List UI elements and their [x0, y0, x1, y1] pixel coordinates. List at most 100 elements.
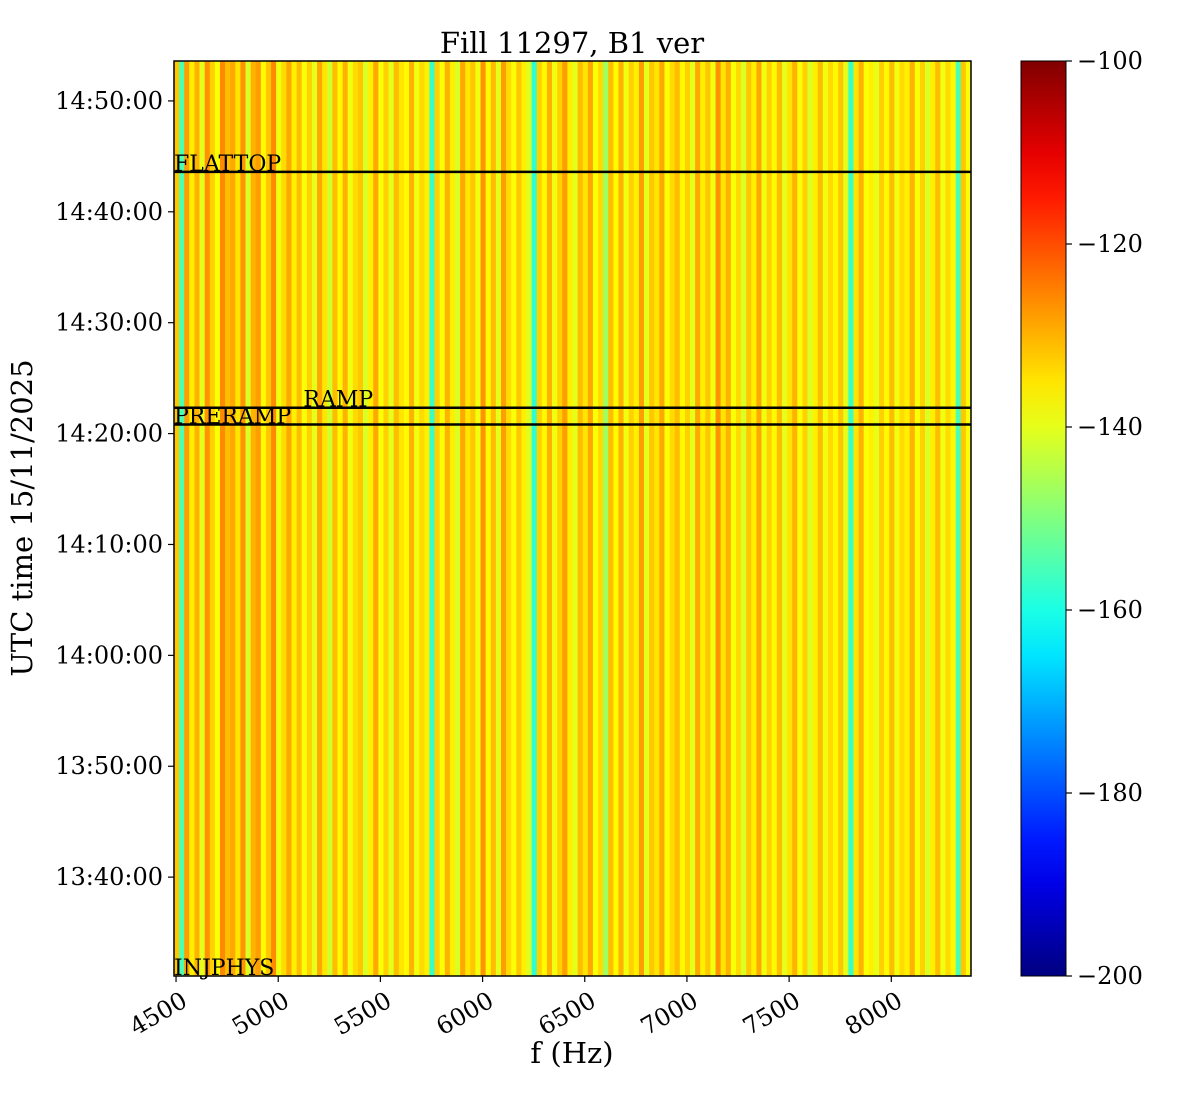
- spectrum-column: [536, 61, 543, 976]
- spectrum-column: [664, 61, 670, 976]
- x-tick-label: 7500: [738, 986, 805, 1041]
- spectrum-column: [807, 61, 813, 976]
- spectrum-column: [725, 61, 732, 976]
- y-tick-label: 14:00:00: [55, 641, 163, 669]
- y-tick-label: 13:40:00: [55, 863, 163, 891]
- spectrum-column: [189, 61, 195, 976]
- spectrum-column: [454, 61, 461, 976]
- spectrum-column: [899, 61, 905, 976]
- spectrum-column: [659, 61, 665, 976]
- spectrum-column: [904, 61, 910, 976]
- spectrum-column: [311, 61, 318, 976]
- spectrum-column: [516, 61, 522, 976]
- spectrum-column: [403, 61, 410, 976]
- spectrum-column: [276, 61, 282, 976]
- spectrum-column: [879, 61, 885, 976]
- spectrum-column: [695, 61, 701, 976]
- spectrum-column: [587, 61, 594, 976]
- spectrum-column: [347, 61, 354, 976]
- heatmap-area: [174, 61, 972, 976]
- spectrum-column: [674, 61, 681, 976]
- spectrum-column: [521, 61, 527, 976]
- spectrum-column: [638, 61, 645, 976]
- spectrum-column: [174, 61, 180, 976]
- spectrum-column: [434, 61, 440, 976]
- spectrum-column: [930, 61, 936, 976]
- spectrum-column: [848, 61, 854, 976]
- spectrum-column: [460, 61, 466, 976]
- spectrum-column: [843, 61, 849, 976]
- chart-title: Fill 11297, B1 ver: [440, 26, 704, 60]
- spectrum-column: [863, 61, 870, 976]
- spectrum-column: [271, 61, 277, 976]
- spectrum-column: [352, 61, 359, 976]
- spectrum-column: [858, 61, 865, 976]
- spectrum-column: [204, 61, 211, 976]
- spectrum-column: [419, 61, 425, 976]
- plot-frame: [173, 60, 972, 977]
- spectrum-column: [383, 61, 389, 976]
- spectrum-column: [735, 61, 742, 976]
- spectrum-column: [608, 61, 614, 976]
- colorbar: [1020, 60, 1067, 977]
- spectrum-column: [894, 61, 900, 976]
- spectrum-column: [909, 61, 916, 976]
- spectrum-column: [444, 61, 451, 976]
- event-label: FLATTOP: [174, 152, 281, 177]
- spectrum-column: [260, 61, 267, 976]
- spectrum-column: [235, 61, 241, 976]
- spectrum-column: [644, 61, 650, 976]
- spectrum-column: [914, 61, 921, 976]
- spectrum-column: [245, 61, 251, 976]
- colorbar-tick-label: −160: [1077, 596, 1143, 624]
- spectrum-column: [919, 61, 926, 976]
- x-tick-label: 7000: [636, 986, 703, 1041]
- spectrum-column: [720, 61, 727, 976]
- spectrum-column: [322, 61, 328, 976]
- x-axis: 4500 5000 5500 6000 6500 7000 7500 8000: [125, 976, 907, 1041]
- spectrum-column: [531, 61, 538, 976]
- spectrum-column: [194, 61, 200, 976]
- spectrum-column: [296, 61, 303, 976]
- spectrum-column: [240, 61, 246, 976]
- colorbar-tick-label: −140: [1077, 413, 1143, 441]
- y-tick-label: 14:10:00: [55, 530, 163, 558]
- spectrum-column: [250, 61, 257, 976]
- spectrum-column: [552, 61, 558, 976]
- spectrum-column: [797, 61, 803, 976]
- spectrum-column: [955, 61, 962, 976]
- spectrum-column: [541, 61, 548, 976]
- spectrum-column: [756, 61, 762, 976]
- event-label: RAMP: [303, 388, 373, 413]
- spectrum-column: [776, 61, 783, 976]
- x-tick-label: 5500: [329, 986, 396, 1041]
- y-axis: 13:40:00 13:50:00 14:00:00 14:10:00 14:20:00…: [55, 87, 174, 891]
- spectrum-column: [449, 61, 456, 976]
- spectrum-column: [214, 61, 221, 976]
- spectrum-column: [690, 61, 696, 976]
- spectrum-column: [940, 61, 946, 976]
- x-tick-label: 5000: [227, 986, 294, 1041]
- spectrum-column: [363, 61, 369, 976]
- y-tick-label: 14:40:00: [55, 198, 163, 226]
- spectrum-column: [710, 61, 716, 976]
- spectrum-column: [679, 61, 686, 976]
- spectrum-column: [761, 61, 767, 976]
- spectrum-column: [393, 61, 400, 976]
- y-tick-label: 14:30:00: [55, 309, 163, 337]
- colorbar-tick-label: −180: [1077, 779, 1143, 807]
- spectrum-column: [684, 61, 691, 976]
- spectrum-column: [281, 61, 287, 976]
- spectrum-column: [792, 61, 798, 976]
- y-tick-label: 14:50:00: [55, 87, 163, 115]
- spectrum-column: [184, 61, 190, 976]
- spectrum-column: [378, 61, 384, 976]
- spectrum-column: [337, 61, 343, 976]
- spectrum-column: [199, 61, 205, 976]
- spectrum-column: [368, 61, 374, 976]
- spectrum-column: [398, 61, 405, 976]
- spectrum-column: [950, 61, 956, 976]
- x-axis-label: f (Hz): [530, 1036, 613, 1070]
